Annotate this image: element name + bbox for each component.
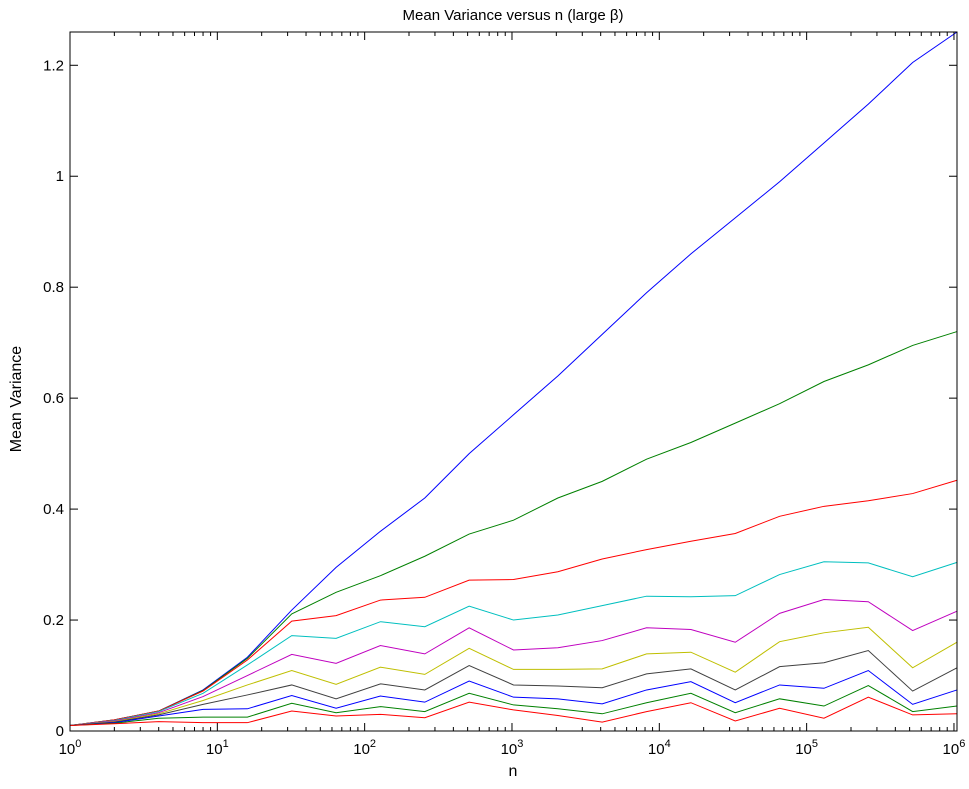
series-line-3 <box>69 479 958 726</box>
y-tick-label: 0.8 <box>43 279 64 296</box>
series-line-8 <box>69 669 958 726</box>
series-line-6 <box>69 626 958 726</box>
plot-area: 100 101 102 103 104 105 106 0 0.2 0.4 0.6 0.8 1 1.2 <box>43 31 966 758</box>
x-tick-label: 105 <box>795 738 818 758</box>
x-tick-label: 106 <box>943 738 966 758</box>
series-line-2 <box>69 331 958 726</box>
axes-box <box>69 31 958 732</box>
series-line-10 <box>69 696 958 726</box>
y-tick-label: 0.4 <box>43 501 64 518</box>
y-tick-label: 0.2 <box>43 612 64 629</box>
x-tick-label: 103 <box>501 738 524 758</box>
series-line-9 <box>69 684 958 726</box>
series-line-5 <box>69 599 958 726</box>
x-tick-label: 101 <box>206 738 229 758</box>
x-tick-label: 102 <box>353 738 376 758</box>
y-tick-label: 0 <box>56 723 64 740</box>
x-tick-label: 100 <box>59 738 82 758</box>
series-line-1 <box>69 31 958 726</box>
y-tick-label: 0.6 <box>43 390 64 407</box>
chart-title: Mean Variance versus n (large β) <box>403 7 624 24</box>
y-tick-label: 1.2 <box>43 57 64 74</box>
x-axis-label: n <box>509 763 518 780</box>
x-tick-label: 104 <box>648 738 671 758</box>
series-line-4 <box>69 561 958 726</box>
series-line-7 <box>69 650 958 726</box>
y-axis-label: Mean Variance <box>8 346 25 453</box>
y-tick-label: 1 <box>56 168 64 185</box>
